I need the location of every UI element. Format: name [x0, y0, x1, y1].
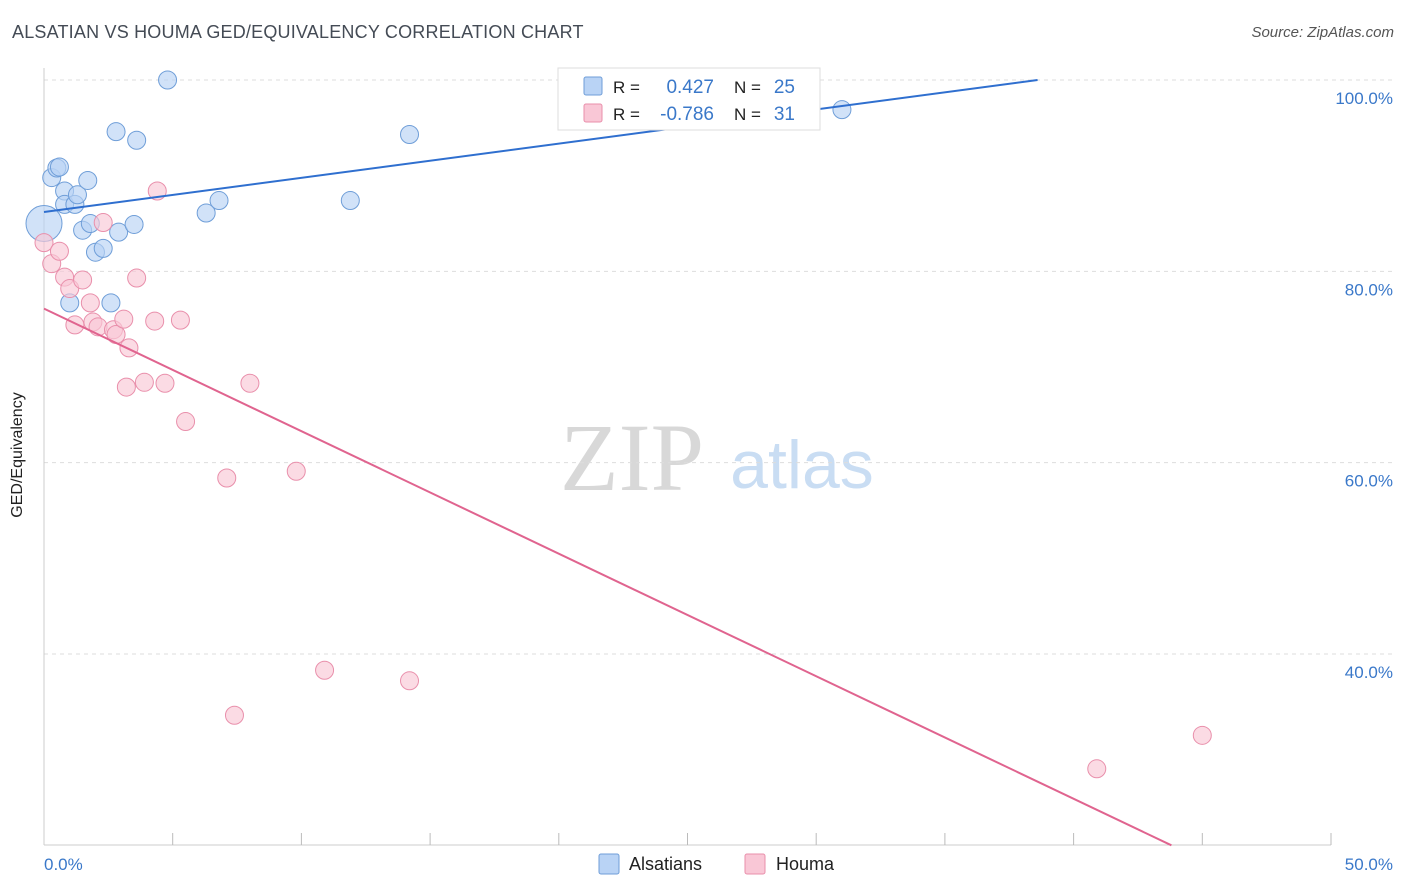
houma-point-2	[49, 241, 69, 261]
legend-houma-label: Houma	[776, 854, 835, 874]
series-alsatians-points	[25, 70, 852, 313]
houma-point-30	[1192, 725, 1212, 745]
stats-legend: R = 0.427 N = 25 R = -0.786 N = 31	[557, 67, 821, 131]
x-tick-label-min: 0.0%	[44, 855, 83, 874]
houma-point-18	[145, 311, 165, 331]
alsatians-point-24	[832, 100, 852, 120]
y-tick-label-80: 80.0%	[1345, 280, 1393, 299]
houma-point-29	[1087, 759, 1107, 779]
y-tick-label-40: 40.0%	[1345, 663, 1393, 682]
alsatians-point-10	[78, 170, 98, 190]
legend-n-value-1: 31	[774, 104, 795, 125]
houma-point-5	[65, 315, 85, 335]
alsatians-point-19	[158, 70, 178, 90]
alsatians-point-17	[124, 214, 144, 234]
legend-houma-swatch	[744, 853, 766, 875]
y-tick-label-60: 60.0%	[1345, 472, 1393, 491]
y-tick-labels: 40.0% 60.0% 80.0% 100.0%	[1335, 89, 1393, 682]
legend-r-label-1: R =	[613, 105, 640, 124]
grid-lines	[44, 79, 1393, 655]
alsatians-point-22	[340, 191, 360, 211]
x-tick-label-max: 50.0%	[1345, 855, 1393, 874]
houma-trend-line	[43, 307, 1172, 847]
houma-point-20	[155, 373, 175, 393]
legend-n-value-0: 25	[774, 77, 795, 98]
houma-point-26	[286, 461, 306, 481]
houma-point-13	[114, 309, 134, 329]
alsatians-point-15	[106, 122, 126, 142]
legend-r-value-1: -0.786	[660, 104, 714, 125]
houma-point-21	[170, 310, 190, 330]
alsatians-point-20	[196, 203, 216, 223]
x-ticks	[172, 833, 1332, 845]
series-houma-points	[34, 181, 1212, 779]
alsatians-point-8	[67, 185, 87, 205]
houma-point-15	[119, 338, 139, 358]
alsatians-trend-line	[43, 79, 1038, 214]
y-tick-label-100: 100.0%	[1335, 89, 1393, 108]
houma-point-23	[217, 468, 237, 488]
alsatians-point-14	[101, 293, 121, 313]
houma-point-25	[240, 373, 260, 393]
houma-point-6	[73, 270, 93, 290]
trend-lines	[43, 79, 1172, 847]
series-legend: Alsatians Houma	[598, 853, 835, 875]
houma-point-9	[88, 317, 108, 337]
alsatians-point-16	[109, 222, 129, 242]
houma-point-16	[127, 268, 147, 288]
legend-n-label-1: N =	[734, 105, 761, 124]
legend-swatch-blue	[583, 76, 603, 96]
houma-point-22	[176, 412, 196, 432]
watermark-zip: ZIP	[560, 404, 704, 511]
source-label: Source: ZipAtlas.com	[1251, 24, 1394, 41]
chart-title: ALSATIAN VS HOUMA GED/EQUIVALENCY CORREL…	[12, 22, 584, 42]
houma-point-7	[80, 293, 100, 313]
houma-point-14	[116, 377, 136, 397]
legend-swatch-pink	[583, 103, 603, 123]
legend-r-value-0: 0.427	[666, 77, 714, 98]
watermark-atlas: atlas	[730, 427, 874, 503]
houma-point-0	[34, 233, 54, 253]
alsatians-point-3	[49, 157, 69, 177]
houma-point-17	[134, 372, 154, 392]
legend-alsatians-swatch	[598, 853, 620, 875]
alsatians-point-23	[400, 125, 420, 145]
legend-r-label-0: R =	[613, 78, 640, 97]
houma-point-24	[224, 705, 244, 725]
alsatians-point-13	[93, 238, 113, 258]
alsatians-point-18	[127, 130, 147, 150]
houma-point-27	[315, 660, 335, 680]
legend-alsatians-label: Alsatians	[629, 854, 702, 874]
houma-point-28	[400, 671, 420, 691]
alsatians-point-21	[209, 191, 229, 211]
legend-n-label-0: N =	[734, 78, 761, 97]
houma-point-10	[93, 213, 113, 233]
